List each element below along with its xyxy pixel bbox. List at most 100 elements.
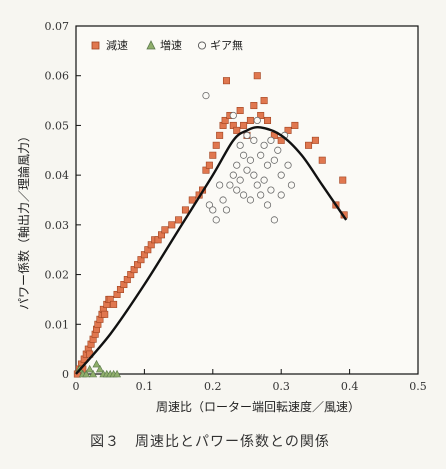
point-accel <box>95 364 104 373</box>
point-accel <box>85 364 94 373</box>
point-nogear <box>229 171 237 179</box>
y-tick-label: 0.06 <box>45 70 70 83</box>
point-nogear <box>260 141 268 149</box>
point-nogear <box>216 181 224 189</box>
point-decel <box>168 221 176 229</box>
point-nogear <box>222 206 231 214</box>
data-points <box>73 72 348 378</box>
point-accel <box>89 369 98 378</box>
point-decel <box>264 116 272 124</box>
y-tick-label: 0.05 <box>45 119 70 132</box>
point-nogear <box>270 216 278 224</box>
point-nogear <box>236 141 244 149</box>
point-decel <box>236 107 244 115</box>
point-nogear <box>202 92 210 100</box>
point-nogear <box>267 136 275 144</box>
point-nogear <box>229 111 237 120</box>
point-nogear <box>233 161 241 169</box>
point-nogear <box>267 186 275 194</box>
point-decel <box>209 151 217 159</box>
point-decel <box>240 121 248 129</box>
point-nogear <box>243 131 251 139</box>
point-decel <box>205 161 213 169</box>
point-decel <box>101 310 109 318</box>
point-decel <box>311 136 319 144</box>
point-nogear <box>209 206 217 214</box>
x-tick-label: 0.1 <box>136 380 154 393</box>
point-decel <box>339 176 347 184</box>
x-tick-label: 0.3 <box>272 380 290 393</box>
legend-marker-triangle <box>146 40 156 50</box>
point-accel <box>92 359 101 368</box>
y-tick-label: 0.01 <box>45 318 70 331</box>
x-tick-label: 0.5 <box>409 380 427 393</box>
point-decel <box>305 141 313 149</box>
point-nogear <box>253 116 261 125</box>
point-decel <box>188 196 196 204</box>
point-decel <box>222 77 230 85</box>
legend: 減速 増速 ギア無 <box>91 38 243 52</box>
point-decel <box>246 116 254 124</box>
point-nogear <box>284 161 292 169</box>
point-nogear <box>233 186 241 194</box>
point-nogear <box>270 156 278 164</box>
point-nogear <box>246 156 255 164</box>
point-nogear <box>274 146 282 154</box>
x-tick-label: 0.4 <box>341 380 359 393</box>
point-nogear <box>250 136 258 144</box>
point-decel <box>175 216 183 224</box>
point-nogear <box>277 191 285 199</box>
point-decel <box>260 97 268 105</box>
legend-label-nogear: ギア無 <box>210 38 243 52</box>
point-decel <box>284 126 292 134</box>
x-axis-ticks: 0 0.1 0.2 0.3 0.4 0.5 <box>73 369 427 393</box>
point-nogear <box>236 176 244 184</box>
point-nogear <box>287 181 296 189</box>
x-tick-label: 0.2 <box>204 380 222 393</box>
point-nogear <box>239 151 248 159</box>
point-nogear <box>257 151 265 159</box>
point-nogear <box>212 216 220 224</box>
y-tick-label: 0 <box>62 368 69 381</box>
point-decel <box>277 136 285 144</box>
point-decel <box>253 72 261 80</box>
point-nogear <box>257 191 265 199</box>
fit-curve <box>75 126 348 375</box>
y-axis-label: パワー係数（軸出力／理論風力） <box>16 130 31 310</box>
legend-label-decel: 減速 <box>106 38 128 52</box>
point-decel <box>212 141 220 149</box>
y-tick-label: 0.04 <box>45 169 70 182</box>
y-axis-ticks: 0 0.01 0.02 0.03 0.04 0.05 0.06 0.07 <box>45 20 81 381</box>
y-tick-label: 0.07 <box>45 20 70 33</box>
point-decel <box>110 300 118 308</box>
point-decel <box>257 111 265 119</box>
point-decel <box>216 131 224 139</box>
point-accel <box>113 369 122 378</box>
point-nogear <box>219 196 227 204</box>
point-nogear <box>205 201 213 209</box>
point-nogear <box>226 181 234 189</box>
point-nogear <box>250 171 258 179</box>
legend-marker-square <box>91 41 100 50</box>
point-nogear <box>260 176 268 184</box>
point-nogear <box>277 171 285 179</box>
point-decel <box>221 116 229 124</box>
x-tick-label: 0 <box>73 380 80 393</box>
point-decel <box>233 126 241 134</box>
point-nogear <box>263 161 272 169</box>
point-decel <box>291 121 299 129</box>
y-tick-label: 0.03 <box>45 219 70 232</box>
point-nogear <box>253 181 261 189</box>
point-nogear <box>239 191 248 199</box>
legend-marker-circle <box>197 41 207 50</box>
legend-label-accel: 増速 <box>160 39 182 52</box>
point-nogear <box>263 201 272 209</box>
point-accel <box>82 369 91 378</box>
point-decel <box>161 226 169 234</box>
point-nogear <box>243 166 251 174</box>
y-tick-label: 0.02 <box>45 269 70 282</box>
point-decel <box>250 102 258 110</box>
point-nogear <box>246 196 255 204</box>
figure-caption: 図３ 周速比とパワー係数との関係 <box>90 434 330 450</box>
